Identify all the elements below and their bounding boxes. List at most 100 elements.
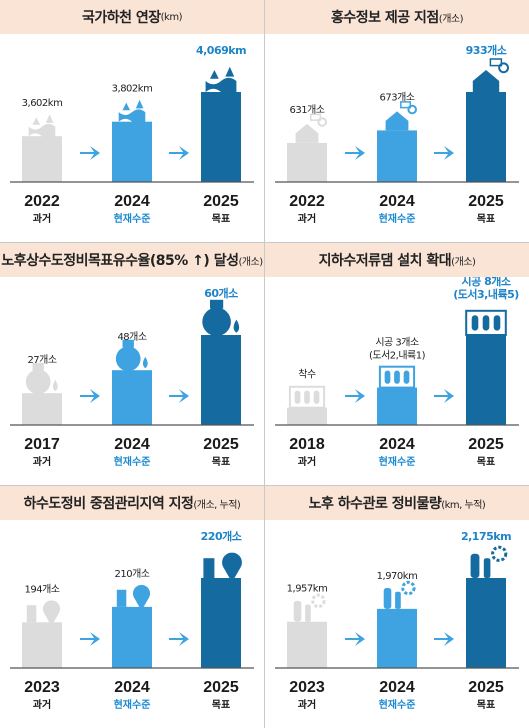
data-label: 1,957km (287, 584, 328, 595)
vertical-divider (264, 0, 265, 728)
bar (201, 92, 241, 182)
panel-title: 하수도정비 중점관리지역 지정 (개소, 누적) (0, 486, 264, 520)
bar (201, 335, 241, 425)
year-tick-label: 2024 (114, 679, 150, 696)
period-label: 목표 (477, 699, 495, 711)
data-label: 시공 8개소 (도서3,내륙5) (453, 277, 519, 301)
bar (377, 608, 417, 668)
arrow-right-icon (345, 389, 365, 403)
year-tick-label: 2025 (468, 193, 504, 210)
year-tick-label: 2025 (203, 193, 239, 210)
panel-dam: 지하수저류댐 설치 확대 (개소) 착수 2018 과거 시공 3개소 (도서2,내륙1)… (265, 243, 529, 485)
period-label: 현재수준 (379, 455, 416, 468)
period-label: 목표 (212, 213, 230, 225)
bar (22, 136, 62, 182)
period-label: 과거 (33, 455, 51, 468)
location-pin-icon (203, 552, 242, 583)
bar (287, 142, 327, 182)
arrow-right-icon (345, 146, 365, 160)
arrow-right-icon (434, 389, 454, 403)
location-pin-icon (116, 584, 151, 611)
year-tick-label: 2025 (203, 436, 239, 453)
chart-flood: 631개소 2022 과거 673개소 2024 현재수준 933개소 2025 목표 (275, 43, 519, 225)
data-label: 60개소 (204, 286, 238, 300)
period-label: 과거 (33, 698, 51, 711)
period-label: 과거 (33, 212, 51, 225)
bar (22, 622, 62, 668)
panel-river: 국가하천 연장 (km) 3,602km 2022 과거 3,802km 2024 현재수준… (0, 0, 264, 242)
period-label: 현재수준 (379, 698, 416, 711)
location-pin-icon (26, 600, 61, 627)
year-tick-label: 2024 (379, 436, 415, 453)
period-label: 과거 (298, 698, 316, 711)
year-tick-label: 2017 (24, 436, 60, 453)
faucet-icon (202, 299, 240, 337)
year-tick-label: 2025 (468, 436, 504, 453)
data-label: 1,970km (377, 571, 418, 582)
year-tick-label: 2025 (468, 679, 504, 696)
data-label: 933개소 (466, 43, 507, 57)
period-label: 현재수준 (379, 212, 416, 225)
pipe-gear-icon (293, 593, 326, 622)
year-tick-label: 2022 (289, 193, 325, 210)
period-label: 과거 (298, 455, 316, 468)
arrow-right-icon (169, 632, 189, 646)
faucet-icon (115, 339, 148, 372)
arrow-right-icon (80, 146, 100, 160)
river-icon (205, 66, 237, 96)
panel-pipe: 노후상수도정비목표유수율(85% ↑) 달성 (개소) 27개소 2017 과거 48개… (0, 243, 264, 485)
year-tick-label: 2023 (24, 679, 60, 696)
year-tick-label: 2022 (24, 193, 60, 210)
period-label: 과거 (298, 212, 316, 225)
dam-icon (288, 385, 326, 409)
data-label: 3,802km (112, 84, 153, 95)
flood-house-icon (385, 101, 417, 131)
data-label: 시공 3개소 (도서2,내륙1) (369, 337, 426, 362)
data-label: 27개소 (27, 354, 56, 366)
horizontal-divider (0, 485, 529, 486)
panel-sewer-pipe: 노후 하수관로 정비물량 (km, 누적) 1,957km 2023 과거 1,970k… (265, 486, 529, 728)
data-label: 48개소 (117, 331, 146, 343)
arrow-right-icon (169, 389, 189, 403)
data-label: 220개소 (201, 529, 242, 543)
period-label: 현재수준 (114, 455, 151, 468)
bar (466, 578, 506, 668)
bar (287, 621, 327, 668)
arrow-right-icon (434, 146, 454, 160)
year-tick-label: 2024 (379, 679, 415, 696)
bar (201, 578, 241, 668)
year-tick-label: 2024 (379, 193, 415, 210)
arrow-right-icon (434, 632, 454, 646)
data-label: 2,175km (461, 530, 511, 543)
panel-sewer-zone: 하수도정비 중점관리지역 지정 (개소, 누적) 194개소 2023 과거 210개소… (0, 486, 264, 728)
panel-title: 홍수정보 제공 지점 (개소) (265, 0, 529, 34)
year-tick-label: 2025 (203, 679, 239, 696)
bar (22, 393, 62, 425)
bar (377, 387, 417, 425)
year-tick-label: 2023 (289, 679, 325, 696)
bar (466, 92, 506, 182)
data-label: 673개소 (380, 91, 415, 103)
arrow-right-icon (345, 632, 365, 646)
period-label: 목표 (212, 699, 230, 711)
bar (112, 606, 152, 668)
chart-dam: 착수 2018 과거 시공 3개소 (도서2,내륙1) 2024 현재수준 시공 8개소 (도서… (275, 277, 520, 468)
data-label: 착수 (298, 369, 316, 381)
arrow-right-icon (169, 146, 189, 160)
horizontal-divider (0, 242, 529, 243)
period-label: 목표 (212, 456, 230, 468)
period-label: 목표 (477, 456, 495, 468)
chart-pipe: 27개소 2017 과거 48개소 2024 현재수준 60개소 2025 목표 (10, 286, 254, 468)
river-icon (118, 99, 146, 125)
flood-house-icon (472, 58, 510, 92)
period-label: 목표 (477, 213, 495, 225)
panel-flood: 홍수정보 제공 지점 (개소) 631개소 2022 과거 673개소 2024 현재수준 9… (265, 0, 529, 242)
bar (466, 335, 506, 425)
dam-icon (378, 365, 416, 389)
data-label: 631개소 (290, 104, 325, 116)
chart-sewer-pipe: 1,957km 2023 과거 1,970km 2024 현재수준 2,175km 2025 목… (275, 530, 519, 711)
pipe-gear-icon (470, 545, 508, 578)
data-label: 3,602km (22, 98, 63, 109)
bar (287, 407, 327, 425)
river-icon (28, 114, 56, 140)
